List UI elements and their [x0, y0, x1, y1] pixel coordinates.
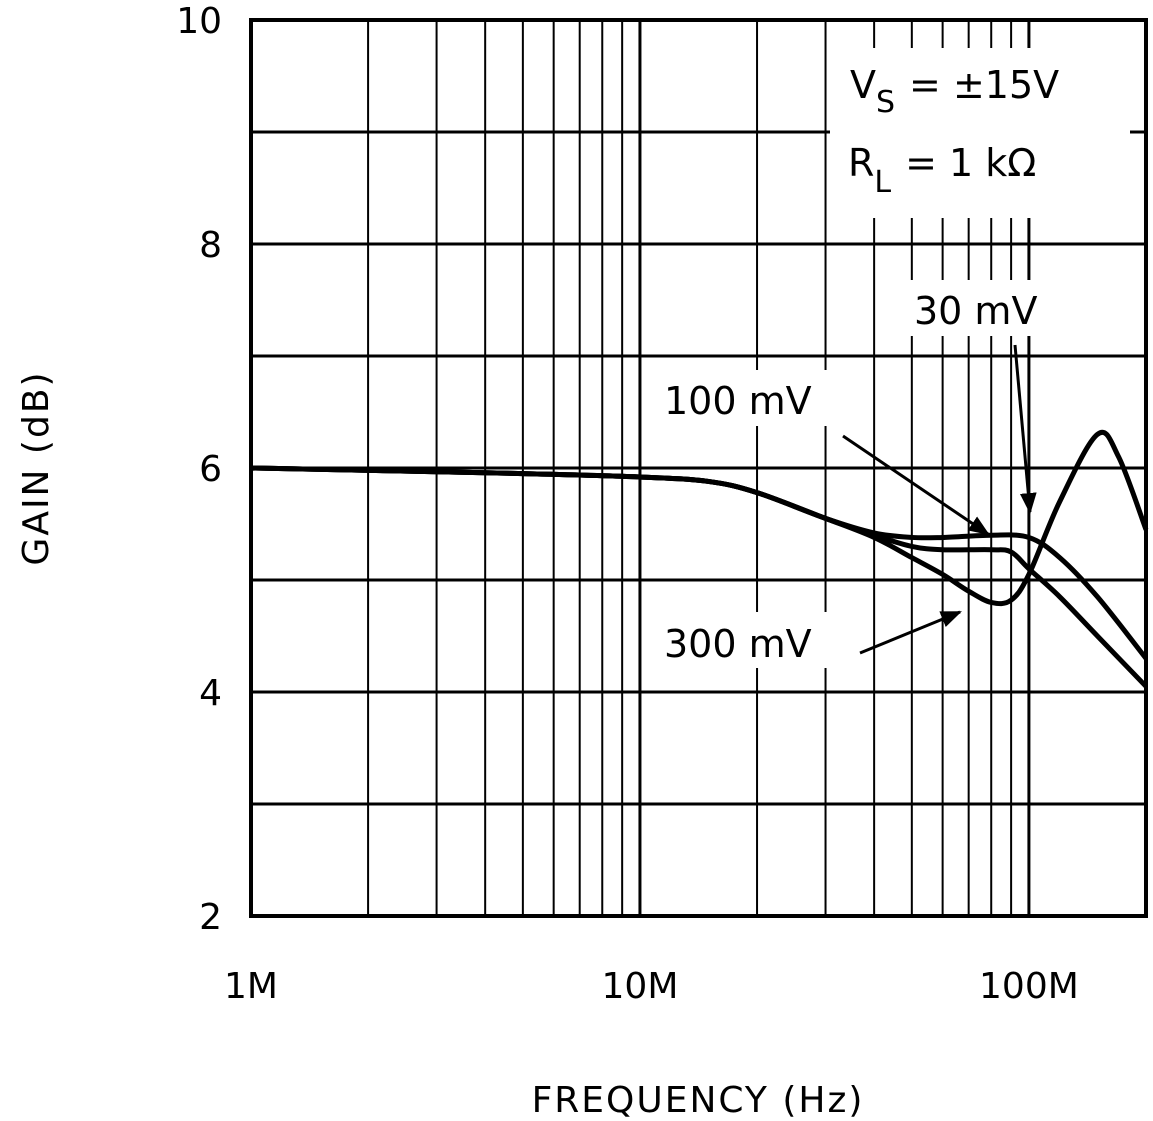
y-tick-label: 8 [199, 225, 222, 266]
y-tick-label: 10 [176, 1, 222, 42]
y-tick-label: 4 [199, 673, 222, 714]
arrow-100mv [842, 434, 990, 536]
arrow-300mv [859, 610, 962, 655]
series-line-300mv [250, 430, 1149, 607]
conditions-box [830, 48, 1130, 218]
arrow-30mv [1013, 344, 1037, 515]
y-axis-ticks: 2 4 6 8 10 [176, 1, 222, 938]
x-axis-title: FREQUENCY (Hz) [532, 1080, 865, 1121]
annotation-30mv: 30 mV [914, 289, 1037, 333]
x-tick-label: 1M [224, 966, 278, 1007]
annotation-300mv: 300 mV [664, 622, 812, 666]
y-tick-label: 6 [199, 449, 222, 490]
svg-text:RL= 1 kΩ: RL = 1 kΩ [848, 141, 1036, 200]
x-tick-label: 100M [979, 966, 1079, 1007]
y-tick-label: 2 [199, 897, 222, 938]
annotations: 30 mV 100 mV 300 mV [660, 280, 1060, 668]
x-tick-label: 10M [602, 966, 679, 1007]
svg-text:VS= ±15V: VS = ±15V [850, 63, 1059, 120]
x-axis-ticks: 1M 10M 100M [224, 966, 1079, 1007]
y-axis-title: GAIN (dB) [16, 370, 57, 565]
data-series [250, 430, 1149, 689]
conditions-label: VS = ±15V RL = 1 kΩ [848, 63, 1059, 200]
plot-frame [249, 18, 1148, 918]
annotation-100mv: 100 mV [664, 379, 812, 423]
